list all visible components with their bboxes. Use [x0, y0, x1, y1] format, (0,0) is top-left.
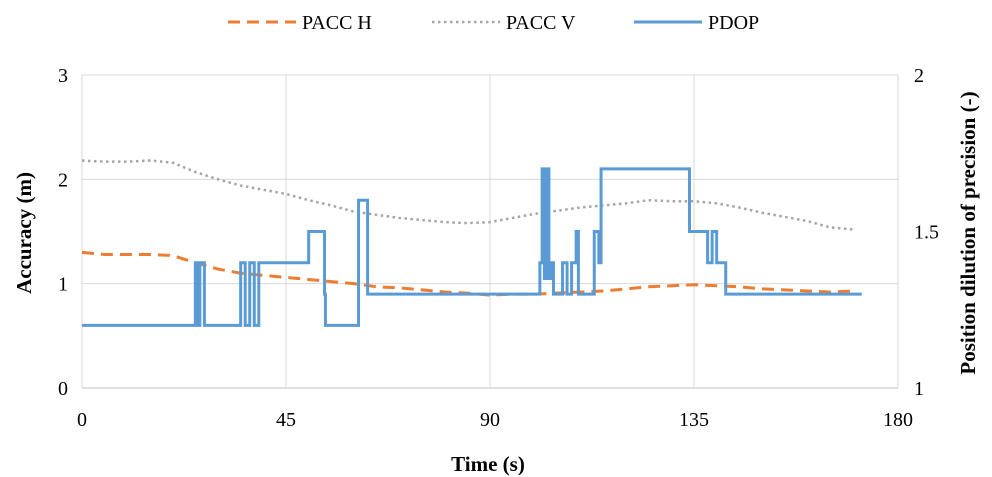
y-tick-label: 2 [58, 169, 68, 191]
x-tick-label: 0 [77, 409, 87, 431]
y2-tick-label: 2 [914, 65, 924, 87]
legend-label-pacc-v: PACC V [506, 12, 576, 34]
y2-tick-label: 1.5 [914, 222, 939, 244]
series-line-pacc-v [81, 159, 853, 231]
y2-tick-label: 1 [914, 378, 924, 400]
series-line-pdop [82, 167, 862, 327]
y-tick-label: 3 [58, 65, 68, 87]
series-lines [81, 159, 862, 327]
x-tick-label: 90 [480, 409, 500, 431]
legend: PACC H PACC V PDOP [228, 12, 759, 34]
x-tick-label: 135 [679, 409, 709, 431]
legend-label-pacc-h: PACC H [302, 12, 372, 34]
y-tick-label: 1 [58, 274, 68, 296]
y2-axis-title: Position dilution of precision (-) [956, 91, 980, 374]
x-axis-title: Time (s) [451, 452, 525, 476]
gridlines [81, 74, 899, 389]
x-tick-label: 180 [883, 409, 913, 431]
y-axis-title: Accuracy (m) [12, 172, 36, 294]
x-tick-label: 45 [276, 409, 296, 431]
legend-label-pdop: PDOP [708, 12, 759, 34]
y-tick-label: 0 [58, 378, 68, 400]
